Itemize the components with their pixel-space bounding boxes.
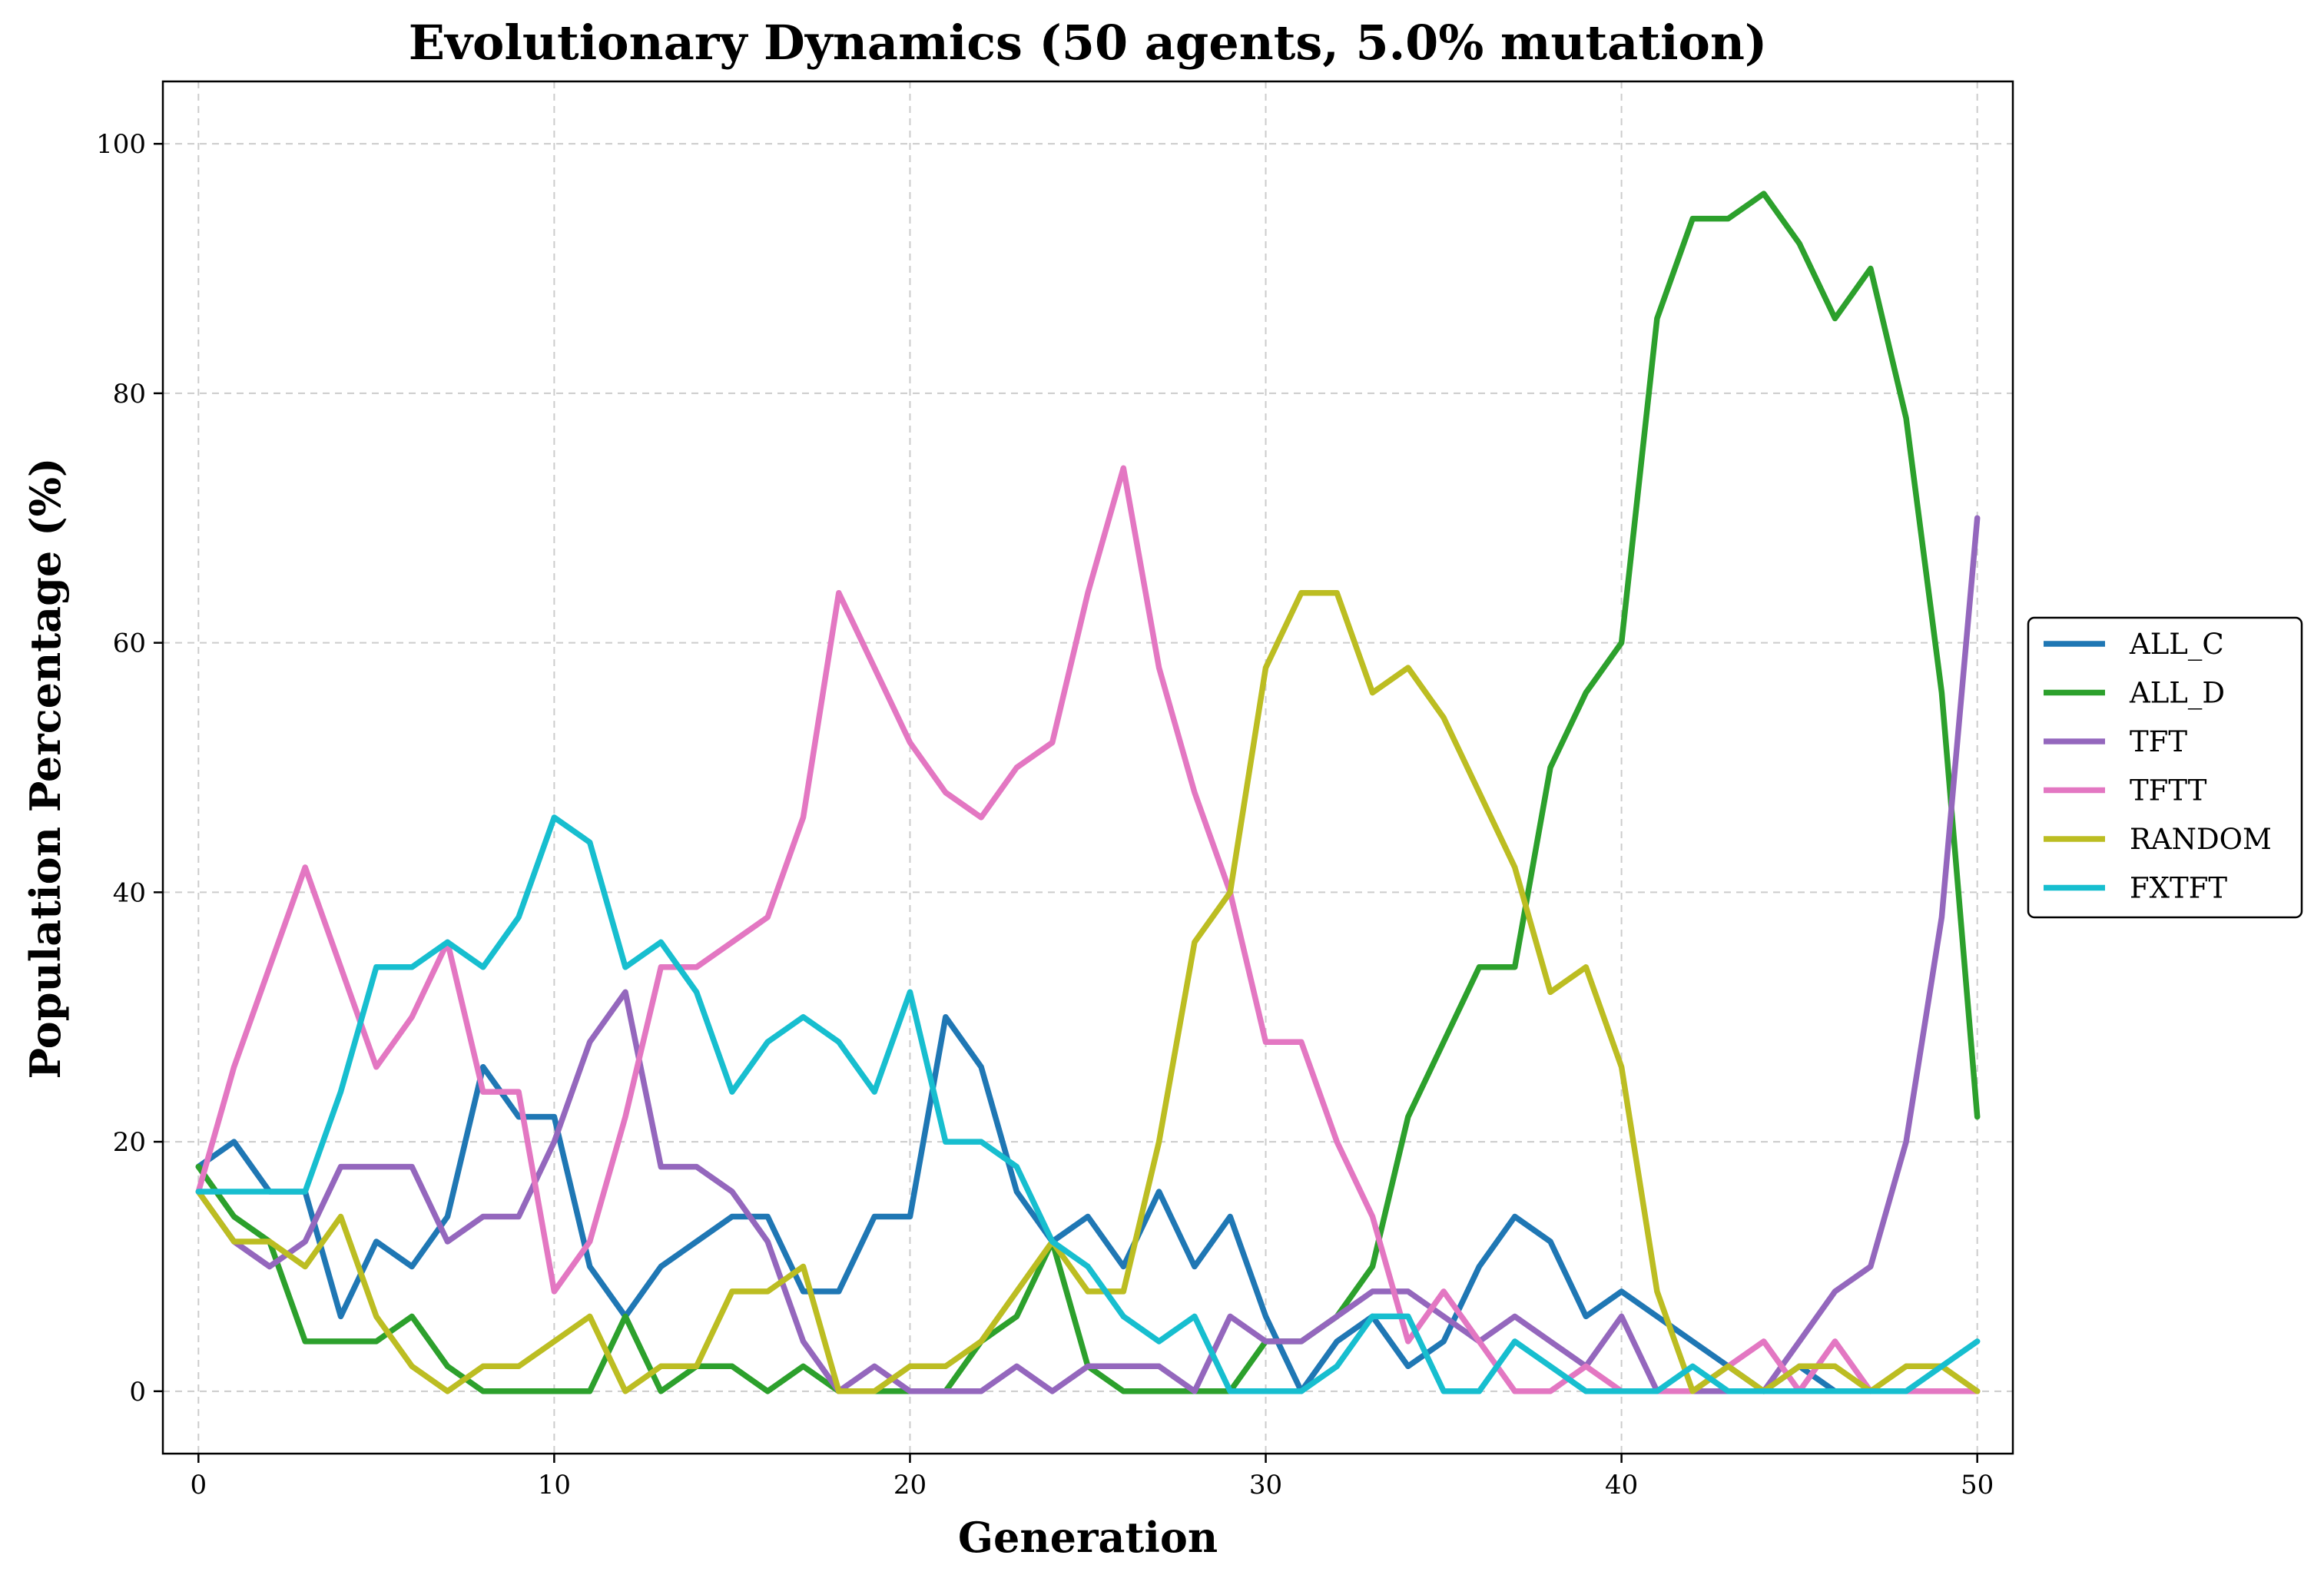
legend-item-tft: TFT (2044, 725, 2187, 758)
y-tick-label: 100 (96, 129, 146, 160)
legend-item-random: RANDOM (2044, 823, 2272, 856)
x-tick-label: 30 (1249, 1470, 1282, 1500)
legend-label: RANDOM (2130, 823, 2272, 856)
legend-item-tftt: TFTT (2044, 774, 2207, 807)
series-line-all-d (195, 191, 1981, 1394)
x-tick-label: 50 (1961, 1470, 1994, 1500)
series-line-random (195, 589, 1981, 1394)
legend-label: ALL_C (2129, 628, 2224, 662)
series-line-fxtft (195, 814, 1981, 1394)
y-axis-label: Population Percentage (%) (21, 458, 70, 1079)
x-tick-label: 10 (538, 1470, 571, 1500)
series-line-tftt (195, 465, 1981, 1394)
chart-title: Evolutionary Dynamics (50 agents, 5.0% m… (409, 15, 1768, 71)
x-tick-label: 0 (190, 1470, 207, 1500)
x-axis-label: Generation (958, 1513, 1218, 1562)
grid-lines (163, 81, 2013, 1454)
y-tick-label: 20 (113, 1127, 146, 1158)
y-tick-label: 80 (113, 379, 146, 410)
series-lines (195, 191, 1981, 1394)
y-tick-label: 60 (113, 628, 146, 659)
axis-ticks: 0 10 20 30 40 50 0 20 40 60 80 100 (96, 129, 1994, 1500)
series-line-all-c (195, 1013, 1981, 1394)
legend-label: ALL_D (2129, 677, 2225, 711)
legend-item-fxtft: FXTFT (2044, 872, 2227, 905)
x-tick-label: 20 (893, 1470, 927, 1500)
legend-item-all-c: ALL_C (2044, 628, 2224, 662)
legend-item-all-d: ALL_D (2044, 677, 2225, 711)
y-tick-label: 0 (129, 1377, 146, 1408)
legend-label: TFTT (2130, 774, 2207, 807)
legend-label: TFT (2130, 725, 2187, 758)
x-tick-label: 40 (1605, 1470, 1638, 1500)
y-tick-label: 40 (113, 877, 146, 908)
legend-label: FXTFT (2130, 872, 2227, 905)
legend: ALL_C ALL_D TFT TFTT RANDOM FXTFT (2027, 616, 2303, 919)
plot-frame (161, 80, 2014, 1455)
